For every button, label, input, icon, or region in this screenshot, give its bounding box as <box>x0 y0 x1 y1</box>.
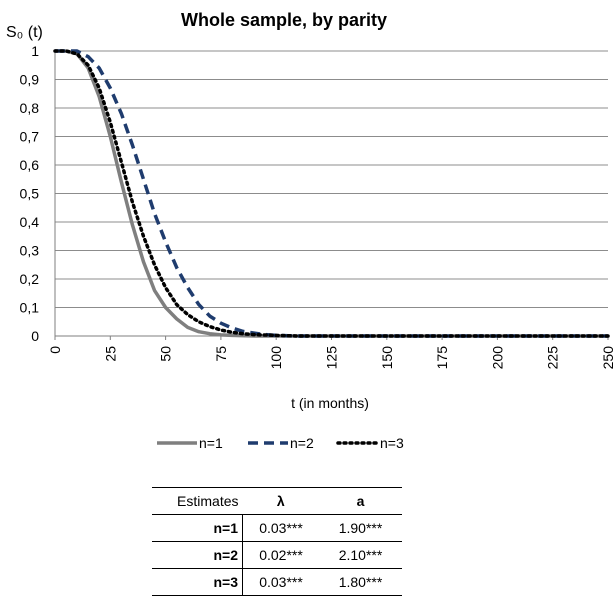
x-tick-label: 225 <box>545 346 561 370</box>
a-value: 1.90*** <box>319 514 402 542</box>
a-header: a <box>319 487 402 515</box>
x-tick-label: 100 <box>268 346 284 370</box>
lambda-header: λ <box>242 487 319 515</box>
legend-label: n=3 <box>380 435 404 451</box>
y-tick-label: 0,6 <box>20 157 40 173</box>
a-value: 1.80*** <box>319 568 402 596</box>
y-tick-label: 0 <box>31 328 39 344</box>
legend-label: n=1 <box>199 435 223 451</box>
x-axis-label: t (in months) <box>291 395 369 411</box>
estimates-table: Estimates λ a n=1 0.03*** 1.90*** n=2 0.… <box>152 487 402 596</box>
lambda-value: 0.03*** <box>242 514 319 542</box>
y-tick-label: 1 <box>31 43 39 59</box>
x-tick-label: 75 <box>213 346 229 362</box>
y-tick-label: 0,3 <box>20 243 40 259</box>
y-axis-label: S₀ (t) <box>6 24 43 41</box>
a-value: 2.10*** <box>319 541 402 569</box>
y-tick-label: 0,5 <box>20 186 40 202</box>
series-line-n2 <box>55 49 608 338</box>
y-tick-label: 0,4 <box>20 214 40 230</box>
estimates-row: n=1 0.03*** 1.90*** <box>152 514 402 542</box>
y-tick-label: 0,8 <box>20 100 40 116</box>
x-tick-label: 125 <box>324 346 340 370</box>
parity-label: n=2 <box>152 541 243 569</box>
x-tick-label: 150 <box>379 346 395 370</box>
lambda-value: 0.02*** <box>242 541 319 569</box>
survival-chart: Whole sample, by parity S₀ (t) t (in mon… <box>6 10 616 451</box>
series-line-n3 <box>53 49 610 338</box>
lambda-value: 0.03*** <box>242 568 319 596</box>
estimates-header-row: Estimates λ a <box>152 487 402 515</box>
y-tick-label: 0,2 <box>20 271 40 287</box>
x-tick-label: 50 <box>158 346 174 362</box>
estimates-row: n=3 0.03*** 1.80*** <box>152 568 402 596</box>
x-tick-label: 25 <box>102 346 118 362</box>
parity-label: n=1 <box>152 514 243 542</box>
estimates-row: n=2 0.02*** 2.10*** <box>152 541 402 569</box>
y-tick-label: 0,7 <box>20 129 40 145</box>
x-tick-label: 200 <box>489 346 505 370</box>
parity-label: n=3 <box>152 568 243 596</box>
x-tick-label: 0 <box>47 346 63 354</box>
estimates-header-label: Estimates <box>152 487 243 515</box>
x-tick-label: 250 <box>600 346 616 370</box>
legend-label: n=2 <box>290 435 314 451</box>
y-tick-label: 0,1 <box>20 300 40 316</box>
chart-title: Whole sample, by parity <box>181 10 387 30</box>
x-tick-label: 175 <box>434 346 450 370</box>
y-tick-label: 0,9 <box>20 72 40 88</box>
